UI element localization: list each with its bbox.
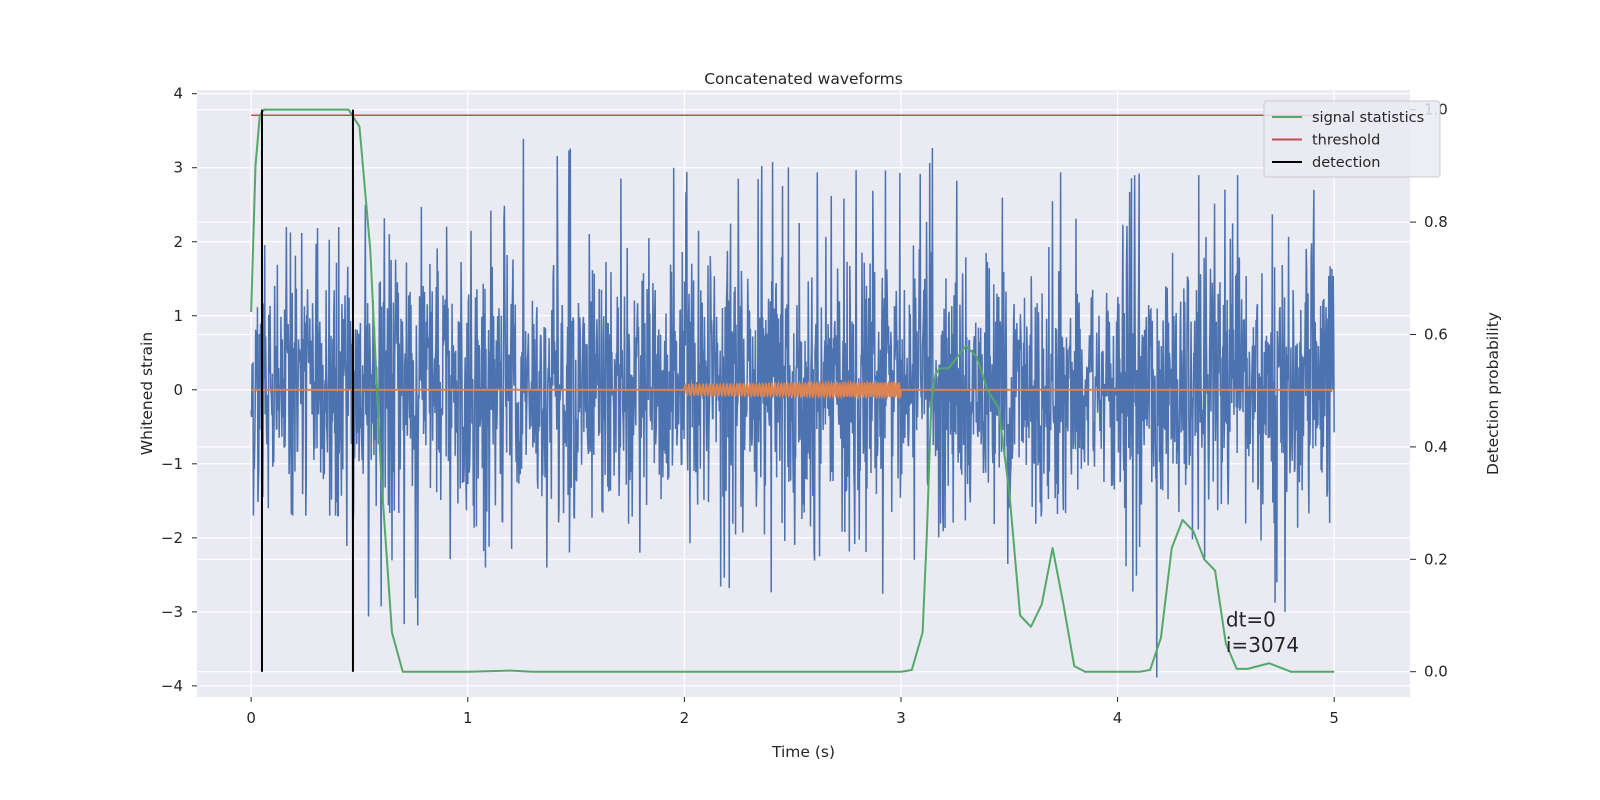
y2-tick-label: 0.2 — [1424, 550, 1448, 568]
y-axis-label: Whitened strain — [138, 332, 156, 455]
x-axis-label: Time (s) — [771, 743, 835, 761]
legend: signal statistics threshold detection — [1263, 100, 1441, 178]
y-tick-label: 1 — [173, 307, 183, 325]
y-tick-label: 0 — [173, 381, 183, 399]
y-tick-label: −1 — [161, 455, 183, 473]
y2-tick-label: 0.0 — [1424, 663, 1448, 681]
x-tick-label: 4 — [1113, 709, 1123, 727]
x-tick-label: 2 — [680, 709, 690, 727]
y-tick-label: −3 — [161, 603, 183, 621]
y2-tick-label: 0.6 — [1424, 325, 1448, 343]
legend-entry-signal-statistics: signal statistics — [1312, 110, 1424, 126]
x-tick-label: 1 — [463, 709, 473, 727]
annotation-dt: dt=0 — [1226, 607, 1276, 631]
injection-series — [251, 379, 1335, 401]
y-tick-label: −4 — [161, 677, 183, 695]
y-tick-label: −2 — [161, 529, 183, 547]
legend-box — [1263, 100, 1441, 178]
y-tick-label: 2 — [173, 233, 183, 251]
x-tick-label: 0 — [246, 709, 256, 727]
signal-statistics-series — [250, 108, 1335, 673]
y2-tick-label: 0.8 — [1424, 213, 1448, 231]
annotation-index: i=3074 — [1226, 633, 1299, 657]
strain-series — [250, 138, 1335, 678]
y2-axis-label: Detection probability — [1484, 312, 1502, 475]
chart-title: Concatenated waveforms — [704, 70, 903, 88]
x-tick-label: 5 — [1329, 709, 1339, 727]
legend-entry-threshold: threshold — [1312, 133, 1380, 149]
y-tick-label: 3 — [173, 159, 183, 177]
series-layer — [250, 108, 1335, 678]
legend-entry-detection: detection — [1312, 155, 1380, 171]
x-tick-label: 3 — [896, 709, 906, 727]
y2-tick-label: 0.4 — [1424, 438, 1448, 456]
y-tick-label: 4 — [173, 85, 183, 103]
